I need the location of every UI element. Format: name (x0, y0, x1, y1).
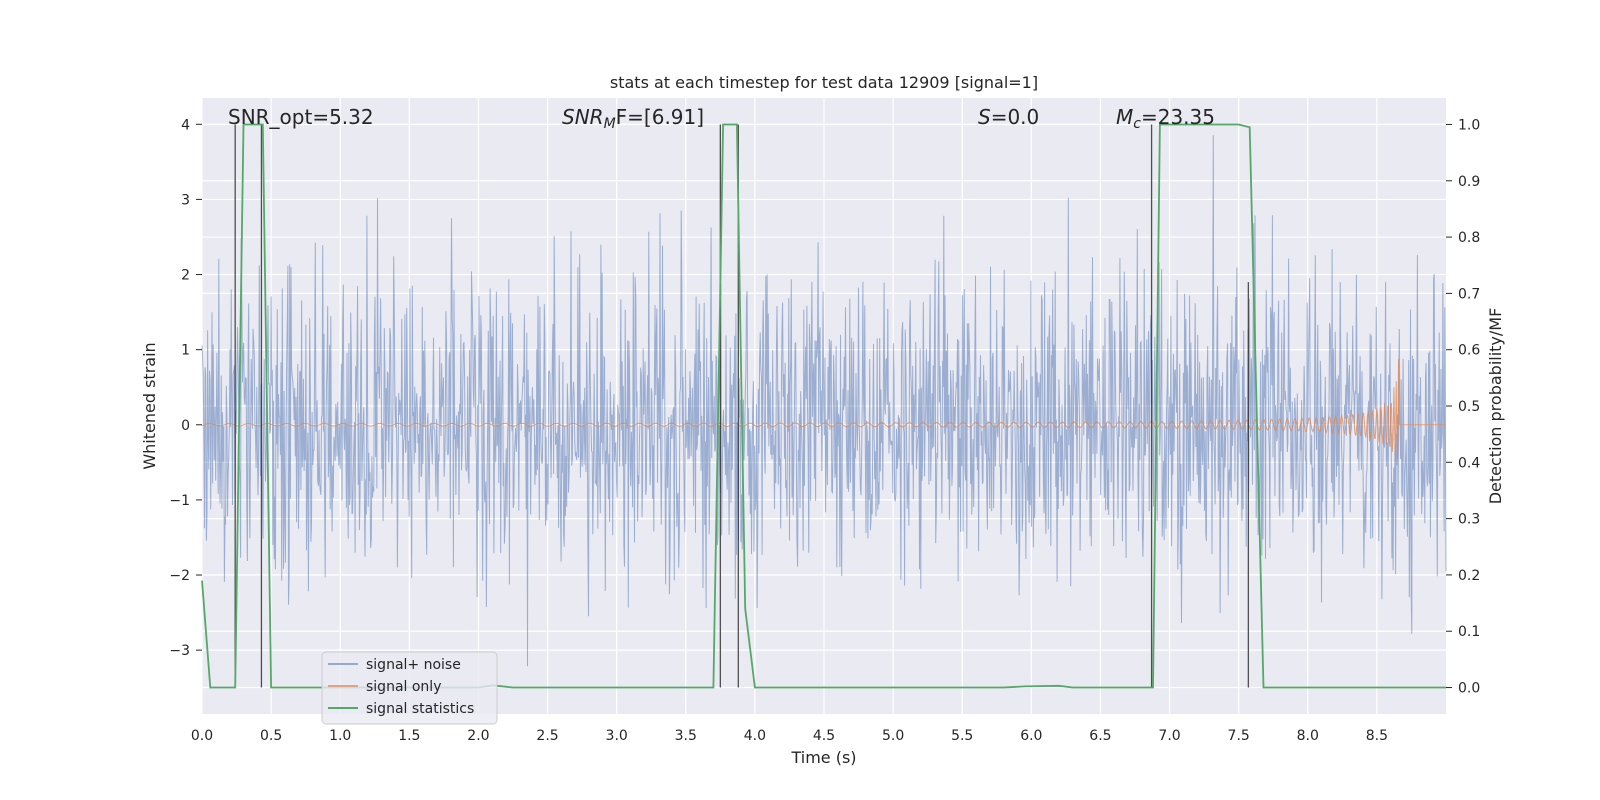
annotation-snr-mf: SNRMF=[6.91] (562, 105, 704, 132)
x-tick-label: 3.5 (675, 728, 697, 744)
snr-mf-prefix: SNR (562, 105, 604, 129)
y-axis-right-label: Detection probability/MF (1486, 308, 1505, 505)
x-tick-label: 4.0 (744, 728, 766, 744)
legend-label-stats: signal statistics (366, 701, 474, 717)
y-left-tick-label: 3 (181, 192, 190, 208)
y-axis-left-label: Whitened strain (140, 342, 159, 469)
snr-mf-sub: M (604, 116, 616, 132)
s-suffix: =0.0 (991, 105, 1040, 129)
y-right-tick-label: 0.9 (1458, 174, 1480, 190)
x-tick-label: 3.0 (606, 728, 628, 744)
y-left-tick-label: 2 (181, 268, 190, 284)
x-tick-label: 0.5 (260, 728, 282, 744)
annotation-mc: Mc=23.35 (1116, 105, 1215, 132)
legend-box (321, 651, 498, 725)
x-tick-label: 2.5 (536, 728, 558, 744)
x-axis-label: Time (s) (790, 748, 856, 767)
y-right-tick-label: 0.6 (1458, 343, 1480, 359)
y-left-tick-label: −2 (169, 568, 190, 584)
y-right-tick-label: 0.8 (1458, 230, 1480, 246)
x-tick-label: 1.5 (398, 728, 420, 744)
chart-title: stats at each timestep for test data 129… (610, 73, 1038, 92)
y-left-tick-label: −1 (169, 493, 190, 509)
mc-suffix: =23.35 (1141, 105, 1215, 129)
x-tick-label: 7.5 (1228, 728, 1250, 744)
y-axis-right-ticks: 1.0 0.9 0.8 0.7 0.6 0.5 0.4 0.3 0.2 0.1 0.0 (1446, 117, 1480, 697)
x-tick-label: 0.0 (191, 728, 213, 744)
snr-mf-suffix: F=[6.91] (616, 105, 704, 129)
annotation-s: S=0.0 (978, 105, 1039, 129)
s-prefix: S (978, 105, 991, 129)
x-tick-label: 8.5 (1366, 728, 1388, 744)
mc-sub: c (1133, 116, 1141, 132)
mc-prefix: M (1116, 105, 1133, 129)
y-right-tick-label: 0.2 (1458, 568, 1480, 584)
x-tick-label: 5.5 (951, 728, 973, 744)
x-tick-label: 6.5 (1089, 728, 1111, 744)
y-left-tick-label: −3 (169, 643, 190, 659)
y-right-tick-label: 0.0 (1458, 681, 1480, 697)
y-left-tick-label: 1 (181, 343, 190, 359)
y-left-tick-label: 4 (181, 117, 190, 133)
x-tick-label: 4.5 (813, 728, 835, 744)
x-tick-label: 8.0 (1297, 728, 1319, 744)
y-right-tick-label: 0.5 (1458, 399, 1480, 415)
y-left-tick-label: 0 (181, 418, 190, 434)
stats-line (201, 123, 1446, 689)
x-tick-label: 1.0 (329, 728, 351, 744)
x-axis-ticks: 0.0 0.5 1.0 1.5 2.0 2.5 3.0 3.5 4.0 4.5 5.0 5.5 6.0 6… (191, 728, 1388, 744)
x-tick-label: 7.0 (1158, 728, 1180, 744)
x-tick-label: 2.0 (467, 728, 489, 744)
x-tick-label: 6.0 (1020, 728, 1042, 744)
signal-series (201, 359, 1446, 462)
legend-label-signal: signal only (366, 679, 441, 695)
y-axis-left-ticks: 4 3 2 1 0 −1 −2 −3 (169, 117, 202, 659)
y-right-tick-label: 0.4 (1458, 455, 1480, 471)
annotation-snr-opt: SNR_opt=5.32 (228, 105, 374, 129)
y-right-tick-label: 0.7 (1458, 286, 1480, 302)
y-right-tick-label: 1.0 (1458, 117, 1480, 133)
signal-line (201, 359, 1446, 462)
y-right-tick-label: 0.3 (1458, 512, 1480, 528)
noise-line (201, 135, 1447, 667)
x-tick-label: 5.0 (882, 728, 904, 744)
noise-series (201, 135, 1447, 667)
legend: signal+ noise signal only signal statist… (321, 651, 498, 725)
legend-label-noise: signal+ noise (366, 657, 461, 673)
stats-series (201, 123, 1446, 689)
y-right-tick-label: 0.1 (1458, 624, 1480, 640)
